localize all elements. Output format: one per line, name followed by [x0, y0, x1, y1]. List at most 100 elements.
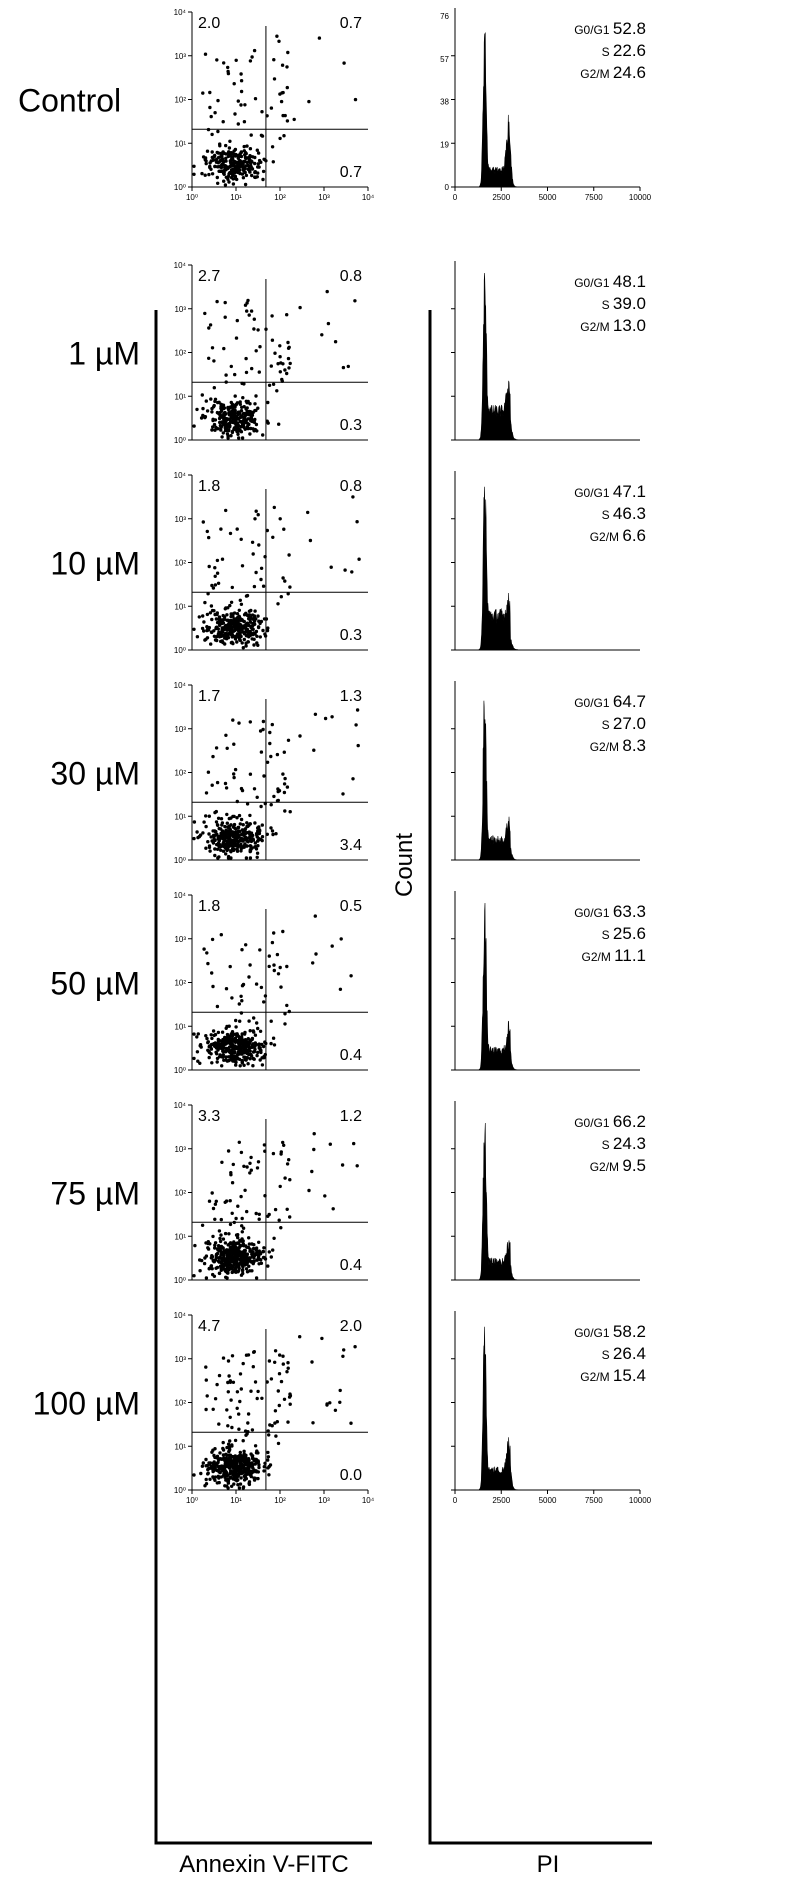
- scatter-point: [207, 814, 211, 818]
- scatter-point: [338, 1400, 342, 1405]
- scatter-point: [310, 1169, 314, 1174]
- scatter-point: [229, 175, 234, 180]
- scatter-point: [224, 835, 229, 839]
- scatter-point: [225, 1453, 229, 1457]
- scatter-point: [210, 1061, 214, 1065]
- scatter-point: [241, 1361, 245, 1366]
- scatter-point: [254, 1246, 259, 1250]
- scatter-point: [350, 570, 354, 574]
- scatter-point: [216, 581, 221, 585]
- scatter-point: [250, 366, 254, 371]
- scatter-point: [230, 1425, 234, 1430]
- scatter-point: [256, 406, 260, 410]
- scatter-point: [249, 1389, 253, 1393]
- scatter-point: [218, 1264, 223, 1268]
- scatter-point: [282, 750, 286, 754]
- scatter-point: [264, 159, 268, 163]
- scatter-point: [227, 816, 231, 821]
- scatter-point: [221, 613, 225, 618]
- scatter-x-tick-label: 10²: [274, 193, 286, 202]
- scatter-point: [267, 1433, 271, 1437]
- scatter-point: [234, 1063, 238, 1067]
- scatter-point: [231, 406, 235, 410]
- scatter-point: [229, 1173, 233, 1177]
- scatter-point: [214, 1050, 218, 1055]
- scatter-point: [228, 827, 232, 832]
- scatter-y-tick-label: 10²: [174, 769, 186, 778]
- scatter-point: [234, 58, 238, 62]
- cell-cycle-s-line: S 39.0: [602, 294, 646, 313]
- quadrant-bottom-right-value: 0.3: [340, 417, 362, 434]
- phase-label-s: S: [602, 1138, 613, 1152]
- scatter-point: [220, 639, 224, 643]
- scatter-point: [226, 1424, 230, 1428]
- scatter-point: [235, 1046, 239, 1051]
- pi-histogram: [478, 1122, 519, 1281]
- scatter-point: [221, 1054, 225, 1059]
- scatter-point: [207, 1199, 212, 1203]
- scatter-point: [205, 1463, 209, 1468]
- scatter-point: [242, 1049, 246, 1053]
- hist-x-tick-label: 10000: [629, 1496, 652, 1505]
- scatter-point: [256, 1160, 261, 1164]
- scatter-point: [256, 328, 260, 332]
- scatter-point: [227, 413, 231, 417]
- scatter-point: [235, 799, 239, 804]
- scatter-point: [236, 1269, 240, 1274]
- phase-label-s: S: [602, 928, 613, 942]
- scatter-point: [204, 1477, 208, 1482]
- cell-cycle-g2m-line: G2/M 15.4: [580, 1366, 646, 1385]
- scatter-point: [241, 1039, 245, 1043]
- scatter-point: [215, 1382, 219, 1387]
- scatter-point: [212, 629, 216, 633]
- scatter-point: [204, 1241, 208, 1245]
- scatter-point: [226, 856, 231, 860]
- scatter-point: [271, 1248, 275, 1252]
- scatter-point: [231, 718, 235, 722]
- scatter-point: [255, 855, 259, 859]
- scatter-point: [235, 1034, 239, 1038]
- scatter-point: [229, 1247, 233, 1252]
- scatter-point: [287, 345, 291, 349]
- scatter-point: [216, 400, 220, 405]
- quadrant-top-right-value: 2.0: [340, 1318, 362, 1335]
- scatter-point: [225, 812, 229, 817]
- scatter-point: [285, 119, 290, 123]
- quadrant-top-right-value: 1.2: [340, 1108, 362, 1125]
- scatter-point: [213, 1462, 217, 1466]
- scatter-y-tick-label: 10³: [174, 1355, 186, 1364]
- scatter-point: [230, 409, 234, 413]
- scatter-point: [258, 729, 263, 733]
- scatter-point: [207, 1267, 211, 1271]
- scatter-point: [244, 399, 248, 403]
- scatter-point: [266, 400, 270, 405]
- scatter-point: [198, 1061, 202, 1066]
- scatter-point: [257, 1212, 261, 1217]
- phase-label-g2m: G2/M: [580, 320, 613, 334]
- scatter-point: [259, 1050, 263, 1055]
- scatter-point: [236, 1050, 241, 1054]
- hist-x-tick-label: 7500: [585, 1496, 603, 1505]
- scatter-point: [282, 790, 287, 795]
- scatter-point: [274, 1434, 278, 1438]
- scatter-point: [216, 837, 220, 841]
- scatter-point: [232, 1249, 236, 1254]
- scatter-point: [210, 783, 214, 787]
- scatter-point: [264, 1041, 268, 1046]
- scatter-point: [312, 1132, 316, 1136]
- scatter-point: [254, 349, 258, 353]
- cell-cycle-g2m-line: G2/M 24.6: [580, 63, 646, 82]
- scatter-point: [195, 1035, 199, 1039]
- scatter-point: [263, 801, 267, 806]
- hist-y-tick-label: 76: [440, 12, 449, 21]
- scatter-point: [205, 951, 209, 955]
- scatter-point: [204, 399, 208, 403]
- scatter-point: [207, 845, 212, 850]
- scatter-point: [285, 1207, 289, 1212]
- scatter-point: [243, 1458, 247, 1463]
- scatter-point: [234, 827, 238, 831]
- scatter-point: [219, 817, 224, 821]
- scatter-point: [231, 1265, 235, 1269]
- scatter-point: [241, 630, 245, 634]
- hist-y-tick-label: 0: [445, 183, 450, 192]
